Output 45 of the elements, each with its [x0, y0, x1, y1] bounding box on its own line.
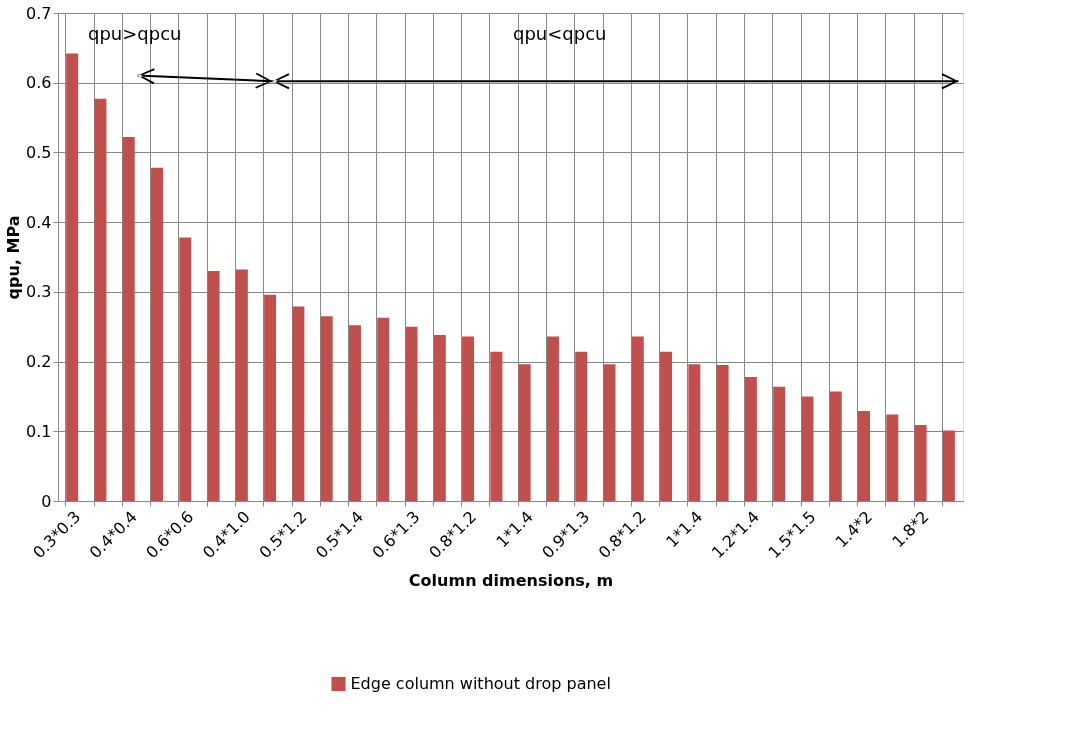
bar — [942, 430, 955, 501]
y-axis-title: qpu, MPa — [4, 215, 24, 300]
bar — [914, 425, 927, 501]
bar — [264, 294, 277, 501]
y-tick-label: 0.4 — [26, 212, 52, 232]
bar — [660, 351, 673, 501]
bar — [829, 391, 842, 501]
bar — [603, 364, 616, 501]
annotation: qpu<qpcu — [513, 22, 607, 44]
bar — [320, 316, 333, 501]
bar — [462, 336, 475, 501]
y-tick-label: 0.3 — [26, 282, 52, 302]
bar — [546, 336, 559, 501]
bar — [490, 351, 503, 501]
bar — [122, 137, 135, 501]
bar — [575, 351, 588, 501]
bar — [207, 270, 220, 501]
y-tick-label: 0.7 — [26, 3, 52, 23]
bar — [94, 98, 107, 501]
bar — [348, 325, 361, 501]
x-axis-title: Column dimensions, m — [408, 571, 614, 591]
bar — [179, 237, 192, 501]
y-tick-label: 0.2 — [26, 352, 52, 372]
bar — [405, 326, 418, 501]
bar — [292, 306, 305, 501]
bar — [377, 317, 390, 501]
bar — [518, 364, 531, 501]
bar — [631, 336, 644, 501]
bar — [886, 414, 899, 501]
legend-label: Edge column without drop panel — [350, 674, 611, 693]
bar — [773, 386, 786, 501]
bar — [744, 376, 757, 501]
y-tick-label: 0 — [41, 491, 52, 511]
y-tick-label: 0.1 — [26, 421, 52, 441]
bar — [688, 364, 701, 501]
bar — [66, 53, 79, 501]
bar — [150, 167, 163, 501]
bar — [801, 396, 814, 501]
bar — [858, 411, 871, 501]
bar — [235, 269, 248, 501]
annotation: qpu>qpcu — [88, 22, 182, 44]
bar — [433, 335, 446, 501]
y-tick-label: 0.5 — [26, 142, 52, 162]
y-tick-label: 0.6 — [26, 73, 52, 93]
bar — [716, 365, 729, 501]
